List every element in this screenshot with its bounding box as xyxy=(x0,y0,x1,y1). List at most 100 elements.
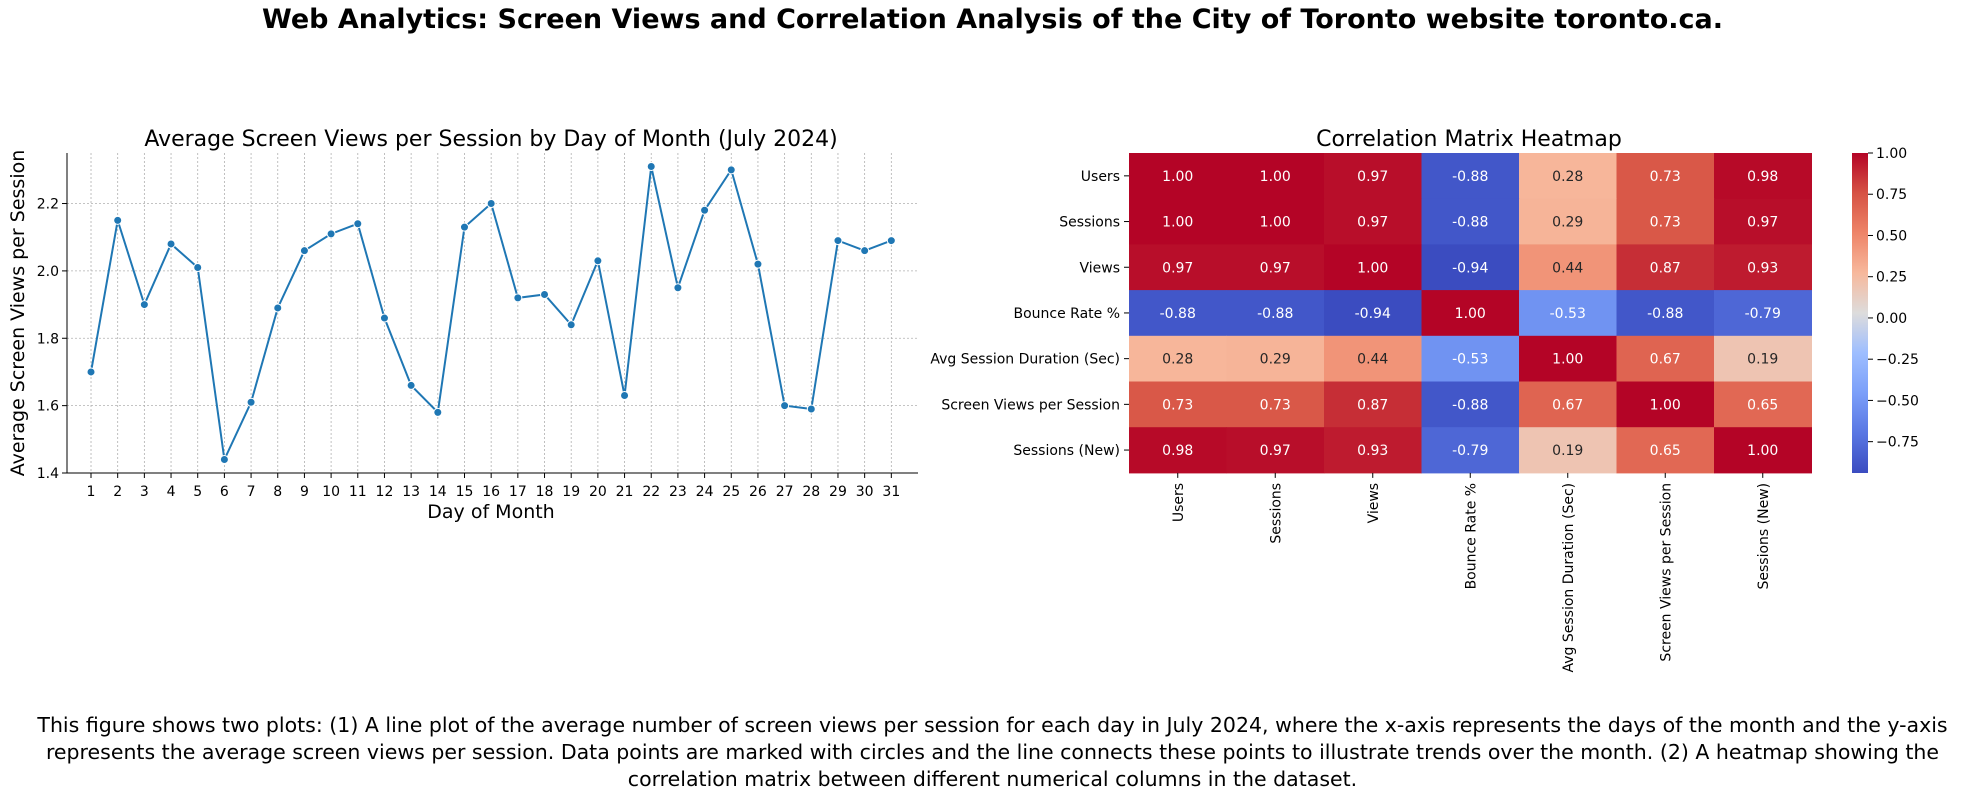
data-point xyxy=(860,246,870,256)
heatmap-column-label: Screen Views per Session xyxy=(1658,483,1674,662)
x-tick-label: 23 xyxy=(669,484,687,500)
line-chart: Average Screen Views per Session by Day … xyxy=(7,127,918,523)
y-tick-label: 2.0 xyxy=(37,264,59,280)
heatmap-cell-value: 1.00 xyxy=(1650,397,1681,413)
heatmap-cell-value: -0.79 xyxy=(1745,306,1781,322)
heatmap-cell xyxy=(1421,427,1520,474)
heatmap-cell xyxy=(1324,381,1422,428)
heatmap-cell-value: 0.93 xyxy=(1747,260,1778,276)
heatmap-cell-value: 0.28 xyxy=(1162,352,1193,368)
colorbar-tick-label: 0.75 xyxy=(1876,187,1907,203)
heatmap-column-label: Views xyxy=(1366,483,1382,524)
data-point xyxy=(726,165,736,175)
data-point xyxy=(620,391,630,401)
data-point xyxy=(700,205,710,215)
heatmap-cell-value: 1.00 xyxy=(1260,169,1291,185)
heatmap-cell xyxy=(1714,381,1812,428)
heatmap-cell-value: -0.88 xyxy=(1452,397,1488,413)
heatmap-row-label: Bounce Rate % xyxy=(1013,306,1120,322)
x-tick-label: 13 xyxy=(402,484,420,500)
heatmap-cell-value: 1.00 xyxy=(1162,169,1193,185)
heatmap-cell xyxy=(1129,381,1227,428)
heatmap-cell-value: 0.65 xyxy=(1747,397,1778,413)
heatmap-cell xyxy=(1616,427,1715,474)
heatmap-cell xyxy=(1421,153,1520,200)
heatmap-cell xyxy=(1616,153,1715,200)
x-tick-label: 30 xyxy=(856,484,874,500)
data-point xyxy=(326,229,336,239)
colorbar-tick-label: 0.00 xyxy=(1876,311,1907,327)
y-tick-labels: 1.4 1.6 1.8 2.0 2.2 xyxy=(37,197,67,482)
heatmap-cell-value: 0.97 xyxy=(1260,443,1291,459)
heatmap-cell-value: -0.53 xyxy=(1550,306,1586,322)
heatmap-cell xyxy=(1324,290,1422,337)
heatmap-cell-value: 0.93 xyxy=(1357,443,1388,459)
x-tick-label: 18 xyxy=(536,484,554,500)
heatmap-cell-value: 0.98 xyxy=(1162,443,1193,459)
y-axis-label: Average Screen Views per Session xyxy=(7,150,29,477)
heatmap-cell-value: 0.98 xyxy=(1747,169,1778,185)
heatmap-cell xyxy=(1519,427,1617,474)
data-point xyxy=(139,300,149,310)
x-tick-label: 15 xyxy=(456,484,474,500)
heatmap-cell xyxy=(1129,153,1227,200)
x-tick-label: 29 xyxy=(829,484,847,500)
data-point xyxy=(486,199,496,209)
heatmap-cell xyxy=(1421,244,1520,291)
data-point xyxy=(193,263,203,273)
x-tick-labels: 1 2 3 4 5 6 7 8 9 10 11 12 13 14 15 16 17 18 19 20 21 22 23 24 2… xyxy=(87,473,900,500)
heatmap-cell xyxy=(1226,335,1325,382)
heatmap-cell-value: 0.97 xyxy=(1357,215,1388,231)
heatmap-cell-value: 0.87 xyxy=(1357,397,1388,413)
heatmap-cell xyxy=(1226,244,1325,291)
data-point xyxy=(113,215,123,225)
heatmap-cell xyxy=(1714,153,1812,200)
x-tick-label: 17 xyxy=(509,484,527,500)
heatmap-cell-value: 0.97 xyxy=(1162,260,1193,276)
x-axis-label: Day of Month xyxy=(427,501,554,523)
colorbar-tick-label: −0.75 xyxy=(1876,435,1919,451)
colorbar-ticks: 1.00 0.75 0.50 0.25 0.00 −0.25 −0.50 −0.75 xyxy=(1868,146,1919,451)
heatmap-cell-value: 0.97 xyxy=(1357,169,1388,185)
heatmap-cell-value: 0.44 xyxy=(1357,352,1388,368)
x-tick-label: 11 xyxy=(349,484,367,500)
data-point xyxy=(646,161,656,171)
x-tick-label: 12 xyxy=(376,484,394,500)
heatmap-cell xyxy=(1519,381,1617,428)
x-tick-label: 5 xyxy=(193,484,202,500)
colorbar-tick-label: 0.25 xyxy=(1876,270,1907,286)
colorbar-tick-label: 1.00 xyxy=(1876,146,1907,162)
heatmap-column-label: Bounce Rate % xyxy=(1463,483,1479,590)
heatmap-cell-value: 0.97 xyxy=(1260,260,1291,276)
data-point xyxy=(246,397,256,407)
y-tick-label: 1.8 xyxy=(37,331,59,347)
heatmap-cell-value: 0.97 xyxy=(1747,215,1778,231)
heatmap-cell-value: -0.88 xyxy=(1647,306,1683,322)
data-point xyxy=(86,367,96,377)
data-point xyxy=(299,246,309,256)
data-point xyxy=(379,313,389,323)
data-point xyxy=(513,293,523,303)
heatmap-cell-value: 0.87 xyxy=(1650,260,1681,276)
y-tick-label: 2.2 xyxy=(37,197,59,213)
heatmap-cell xyxy=(1421,335,1520,382)
heatmap-row-label: Screen Views per Session xyxy=(941,397,1120,413)
heatmap-cell xyxy=(1129,244,1227,291)
x-tick-label: 28 xyxy=(802,484,820,500)
heatmap-cell-value: -0.94 xyxy=(1452,260,1488,276)
heatmap-cell xyxy=(1519,198,1617,245)
x-tick-label: 6 xyxy=(220,484,229,500)
heatmap-cell xyxy=(1616,244,1715,291)
heatmap-cell xyxy=(1129,290,1227,337)
heatmap-cells: 1.00 1.00 0.97 -0.88 0.28 0.73 0.98 1.00 1.00 0.9… xyxy=(1129,153,1812,474)
heatmap-column-labels: Users Sessions Views Bounce Rate % Avg Sessi… xyxy=(1171,472,1772,673)
heatmap-cell xyxy=(1714,290,1812,337)
heatmap-cell xyxy=(1226,381,1325,428)
heatmap-cell xyxy=(1616,335,1715,382)
x-tick-label: 10 xyxy=(322,484,340,500)
heatmap-cell-value: 1.00 xyxy=(1455,306,1486,322)
heatmap-cell xyxy=(1324,427,1422,474)
heatmap-cell-value: 0.29 xyxy=(1552,215,1583,231)
x-tick-label: 2 xyxy=(113,484,122,500)
heatmap-cell-value: -0.88 xyxy=(1452,169,1488,185)
